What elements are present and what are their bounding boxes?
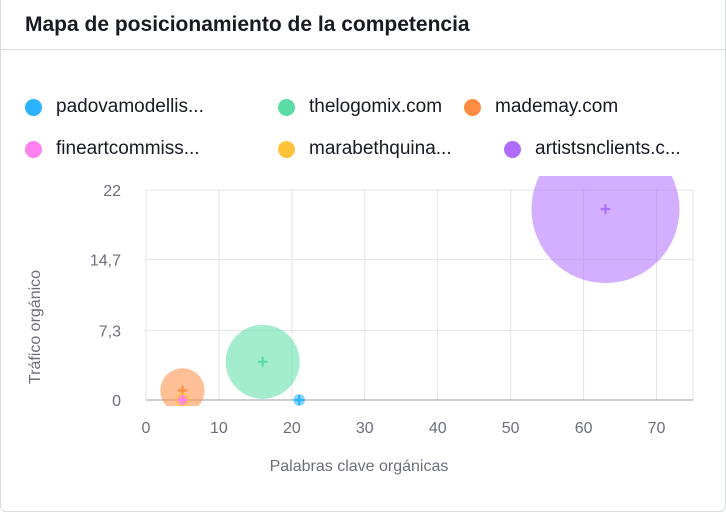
y-tick-label: 22 xyxy=(103,183,121,200)
bubble-1[interactable] xyxy=(226,325,300,399)
x-tick-label: 70 xyxy=(648,420,666,437)
chart-bubbles xyxy=(160,135,679,413)
x-tick-label: 20 xyxy=(283,420,301,437)
x-tick-label: 30 xyxy=(356,420,374,437)
bubble-5[interactable] xyxy=(531,135,679,283)
y-axis-title: Tráfico orgánico xyxy=(27,270,44,384)
y-tick-label: 7,3 xyxy=(99,323,121,340)
bubble-3[interactable] xyxy=(177,395,187,405)
bubble-0[interactable] xyxy=(293,394,305,406)
x-axis-ticks: 0 10 20 30 40 50 60 70 xyxy=(142,420,666,437)
y-axis-ticks: 0 7,3 14,7 22 xyxy=(90,183,121,410)
x-tick-label: 60 xyxy=(575,420,593,437)
x-tick-label: 0 xyxy=(142,420,151,437)
x-tick-label: 10 xyxy=(210,420,228,437)
x-tick-label: 40 xyxy=(429,420,447,437)
x-axis-title: Palabras clave orgánicas xyxy=(270,458,449,475)
y-tick-label: 0 xyxy=(112,393,121,410)
x-tick-label: 50 xyxy=(502,420,520,437)
y-tick-label: 14,7 xyxy=(90,253,121,270)
